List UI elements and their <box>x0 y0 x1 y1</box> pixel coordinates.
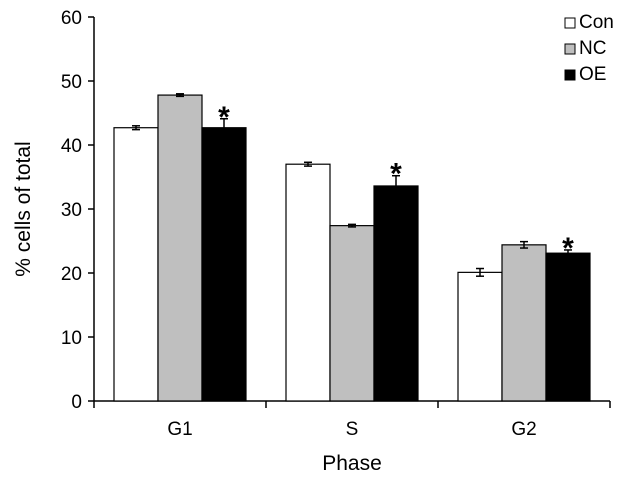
legend-label-nc: NC <box>579 38 606 59</box>
y-tick-label: 60 <box>61 8 82 29</box>
legend-label-con: Con <box>579 12 614 33</box>
bar-nc-g2 <box>501 244 547 402</box>
bar-oe-g1 <box>201 127 247 402</box>
bars <box>113 94 591 402</box>
bar-con-g2 <box>457 271 503 402</box>
legend-label-oe: OE <box>579 64 606 85</box>
x-tick-label: G1 <box>167 419 192 440</box>
significance-asterisk: * <box>390 158 402 191</box>
y-tick-label: 10 <box>61 328 82 349</box>
y-tick-label: 20 <box>61 264 82 285</box>
x-axis-title: Phase <box>322 452 382 475</box>
x-tick-label: G2 <box>511 419 536 440</box>
error-bars <box>132 93 572 277</box>
legend-swatch-oe <box>564 69 576 81</box>
legend-swatch-con <box>564 17 576 29</box>
y-tick-label: 40 <box>61 136 82 157</box>
y-tick-label: 30 <box>61 200 82 221</box>
bar-con-g1 <box>113 127 159 402</box>
significance-asterisk: * <box>218 101 230 134</box>
legend: Con NC OE <box>564 12 614 85</box>
y-axis-title: % cells of total <box>12 141 35 276</box>
x-tick-label: S <box>346 419 359 440</box>
bar-con-s <box>285 163 331 402</box>
significance-markers: * * * <box>218 101 574 265</box>
bar-oe-g2 <box>545 252 591 402</box>
y-tick-label: 50 <box>61 72 82 93</box>
y-tick-label: 0 <box>71 392 82 413</box>
bar-oe-s <box>373 185 419 402</box>
legend-swatch-nc <box>564 43 576 55</box>
bar-nc-g1 <box>157 94 203 402</box>
bar-nc-s <box>329 225 375 402</box>
significance-asterisk: * <box>562 232 574 265</box>
